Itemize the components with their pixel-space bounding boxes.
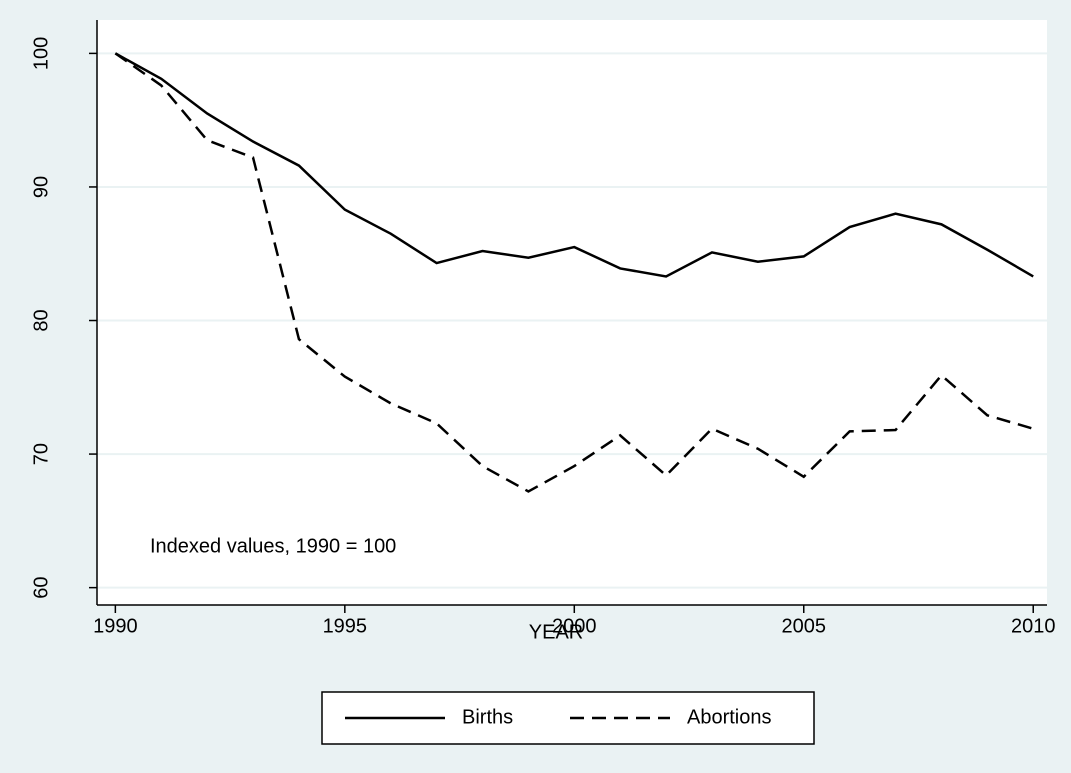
x-tick-label: 1990 (93, 615, 138, 637)
line-series (114, 52, 1034, 278)
x-axis-label: YEAR (529, 621, 583, 643)
legend-label: Births (462, 706, 513, 728)
legend-label: Abortions (687, 706, 772, 728)
x-tick-label: 2005 (782, 615, 827, 637)
line-series (114, 52, 1034, 493)
x-tick-label: 2000 (552, 615, 597, 637)
y-tick-label: 100 (30, 37, 52, 70)
y-tick-label: 70 (30, 443, 52, 465)
x-tick-label: 1995 (323, 615, 368, 637)
annotation: Indexed values, 1990 = 100 (150, 535, 396, 557)
y-tick-label: 90 (30, 176, 52, 198)
plot-area (97, 20, 1047, 605)
y-tick-label: 80 (30, 309, 52, 331)
x-tick-label: 2010 (1011, 615, 1056, 637)
y-tick-label: 60 (30, 577, 52, 599)
